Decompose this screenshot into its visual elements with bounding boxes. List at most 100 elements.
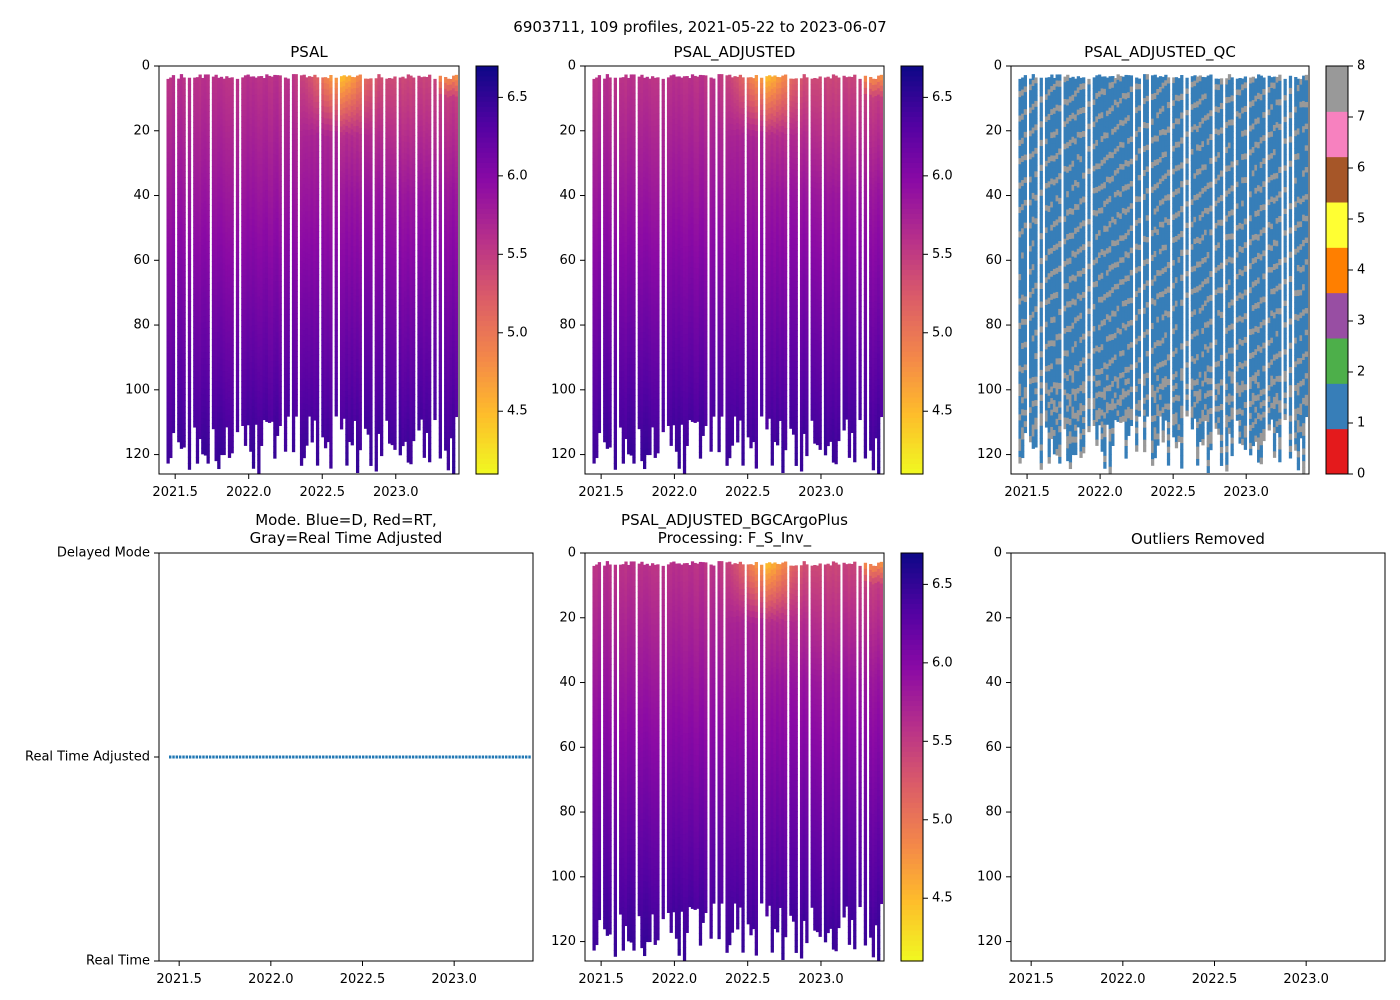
heatmap-cell (183, 330, 186, 336)
heatmap-cell (236, 376, 239, 382)
heatmap-cell (172, 291, 175, 297)
heatmap-cell (207, 124, 210, 131)
heatmap-cell (231, 274, 234, 280)
heatmap-cell (236, 381, 239, 387)
heatmap-cell (207, 432, 210, 439)
heatmap-cell (188, 444, 191, 451)
heatmap-cell (207, 266, 210, 273)
heatmap-cell (183, 148, 186, 154)
heatmap-cell (172, 223, 175, 229)
heatmap-cell (236, 101, 239, 107)
heatmap-cell (183, 189, 186, 195)
heatmap-cell (231, 131, 234, 137)
heatmap-cell (188, 214, 191, 221)
heatmap-cell (183, 259, 186, 265)
profile-column (188, 78, 191, 470)
heatmap-cell (207, 371, 210, 378)
heatmap-cell (207, 253, 210, 260)
heatmap-cell (231, 298, 234, 304)
heatmap-cell (207, 358, 210, 365)
heatmap-cell (172, 217, 175, 223)
heatmap-cell (223, 449, 226, 455)
heatmap-cell (183, 359, 186, 365)
heatmap-cell (231, 334, 234, 340)
heatmap-cell (207, 290, 210, 297)
heatmap-cell (183, 412, 186, 418)
heatmap-cell (169, 446, 172, 453)
heatmap-cell (231, 381, 234, 387)
heatmap-cell (223, 431, 226, 437)
heatmap-cell (236, 224, 239, 230)
heatmap-cell (183, 377, 186, 383)
heatmap-cell (231, 179, 234, 185)
heatmap-cell (188, 183, 191, 190)
heatmap-cell (188, 395, 191, 402)
heatmap-cell (207, 327, 210, 334)
heatmap-cell (183, 101, 186, 107)
heatmap-cell (172, 262, 175, 268)
heatmap-cell (207, 223, 210, 230)
heatmap-cell (231, 322, 234, 328)
heatmap-cell (183, 248, 186, 254)
heatmap-cell (236, 303, 239, 309)
heatmap-cell (188, 264, 191, 271)
heatmap-cell (236, 336, 239, 342)
heatmap-cell (172, 382, 175, 388)
heatmap-cell (188, 451, 191, 458)
heatmap-cell (207, 192, 210, 199)
heatmap-cell (231, 375, 234, 381)
heatmap-cell (183, 136, 186, 142)
heatmap-cell (172, 103, 175, 109)
heatmap-cell (236, 415, 239, 421)
heatmap-cell (188, 90, 191, 97)
heatmap-cell (183, 77, 186, 83)
heatmap-cell (217, 456, 220, 463)
heatmap-cell (236, 79, 239, 85)
heatmap-cell (231, 220, 234, 226)
heatmap-cell (188, 221, 191, 228)
heatmap-cell (183, 124, 186, 130)
heatmap-cell (207, 111, 210, 118)
figure: 6903711, 109 profiles, 2021-05-22 to 202… (0, 0, 1400, 1000)
heatmap-cell (207, 309, 210, 316)
heatmap-cell (183, 265, 186, 271)
heatmap-cell (188, 121, 191, 128)
heatmap-cell (172, 257, 175, 263)
heatmap-cell (236, 135, 239, 141)
heatmap-cell (231, 369, 234, 375)
heatmap-cell (236, 359, 239, 365)
heatmap-cell (183, 318, 186, 324)
heatmap-cell (169, 452, 172, 459)
heatmap-cell (183, 242, 186, 248)
heatmap-cell (244, 440, 247, 446)
heatmap-cell (236, 180, 239, 186)
heatmap-cell (183, 95, 186, 101)
heatmap-cell (183, 201, 186, 207)
heatmap-cell (231, 185, 234, 191)
heatmap-cell (207, 235, 210, 242)
heatmap-cell (236, 320, 239, 326)
heatmap-cell (207, 377, 210, 384)
heatmap-cell (236, 275, 239, 281)
heatmap-cell (172, 98, 175, 104)
heatmap-cell (183, 388, 186, 394)
profile-column (172, 75, 175, 433)
heatmap-cell (188, 301, 191, 308)
heatmap-cell (236, 107, 239, 113)
heatmap-cell (236, 258, 239, 264)
heatmap-cell (236, 426, 239, 432)
heatmap-cell (172, 279, 175, 285)
heatmap-cell (236, 420, 239, 426)
heatmap-cell (207, 340, 210, 347)
heatmap-cell (188, 351, 191, 358)
heatmap-cell (236, 297, 239, 303)
heatmap-cell (236, 404, 239, 410)
heatmap-cell (188, 277, 191, 284)
heatmap-cell (207, 185, 210, 192)
heatmap-cell (188, 376, 191, 383)
heatmap-cell (231, 226, 234, 232)
heatmap-cell (207, 389, 210, 396)
heatmap-cell (183, 171, 186, 177)
heatmap-cell (188, 146, 191, 153)
heatmap-cell (207, 364, 210, 371)
